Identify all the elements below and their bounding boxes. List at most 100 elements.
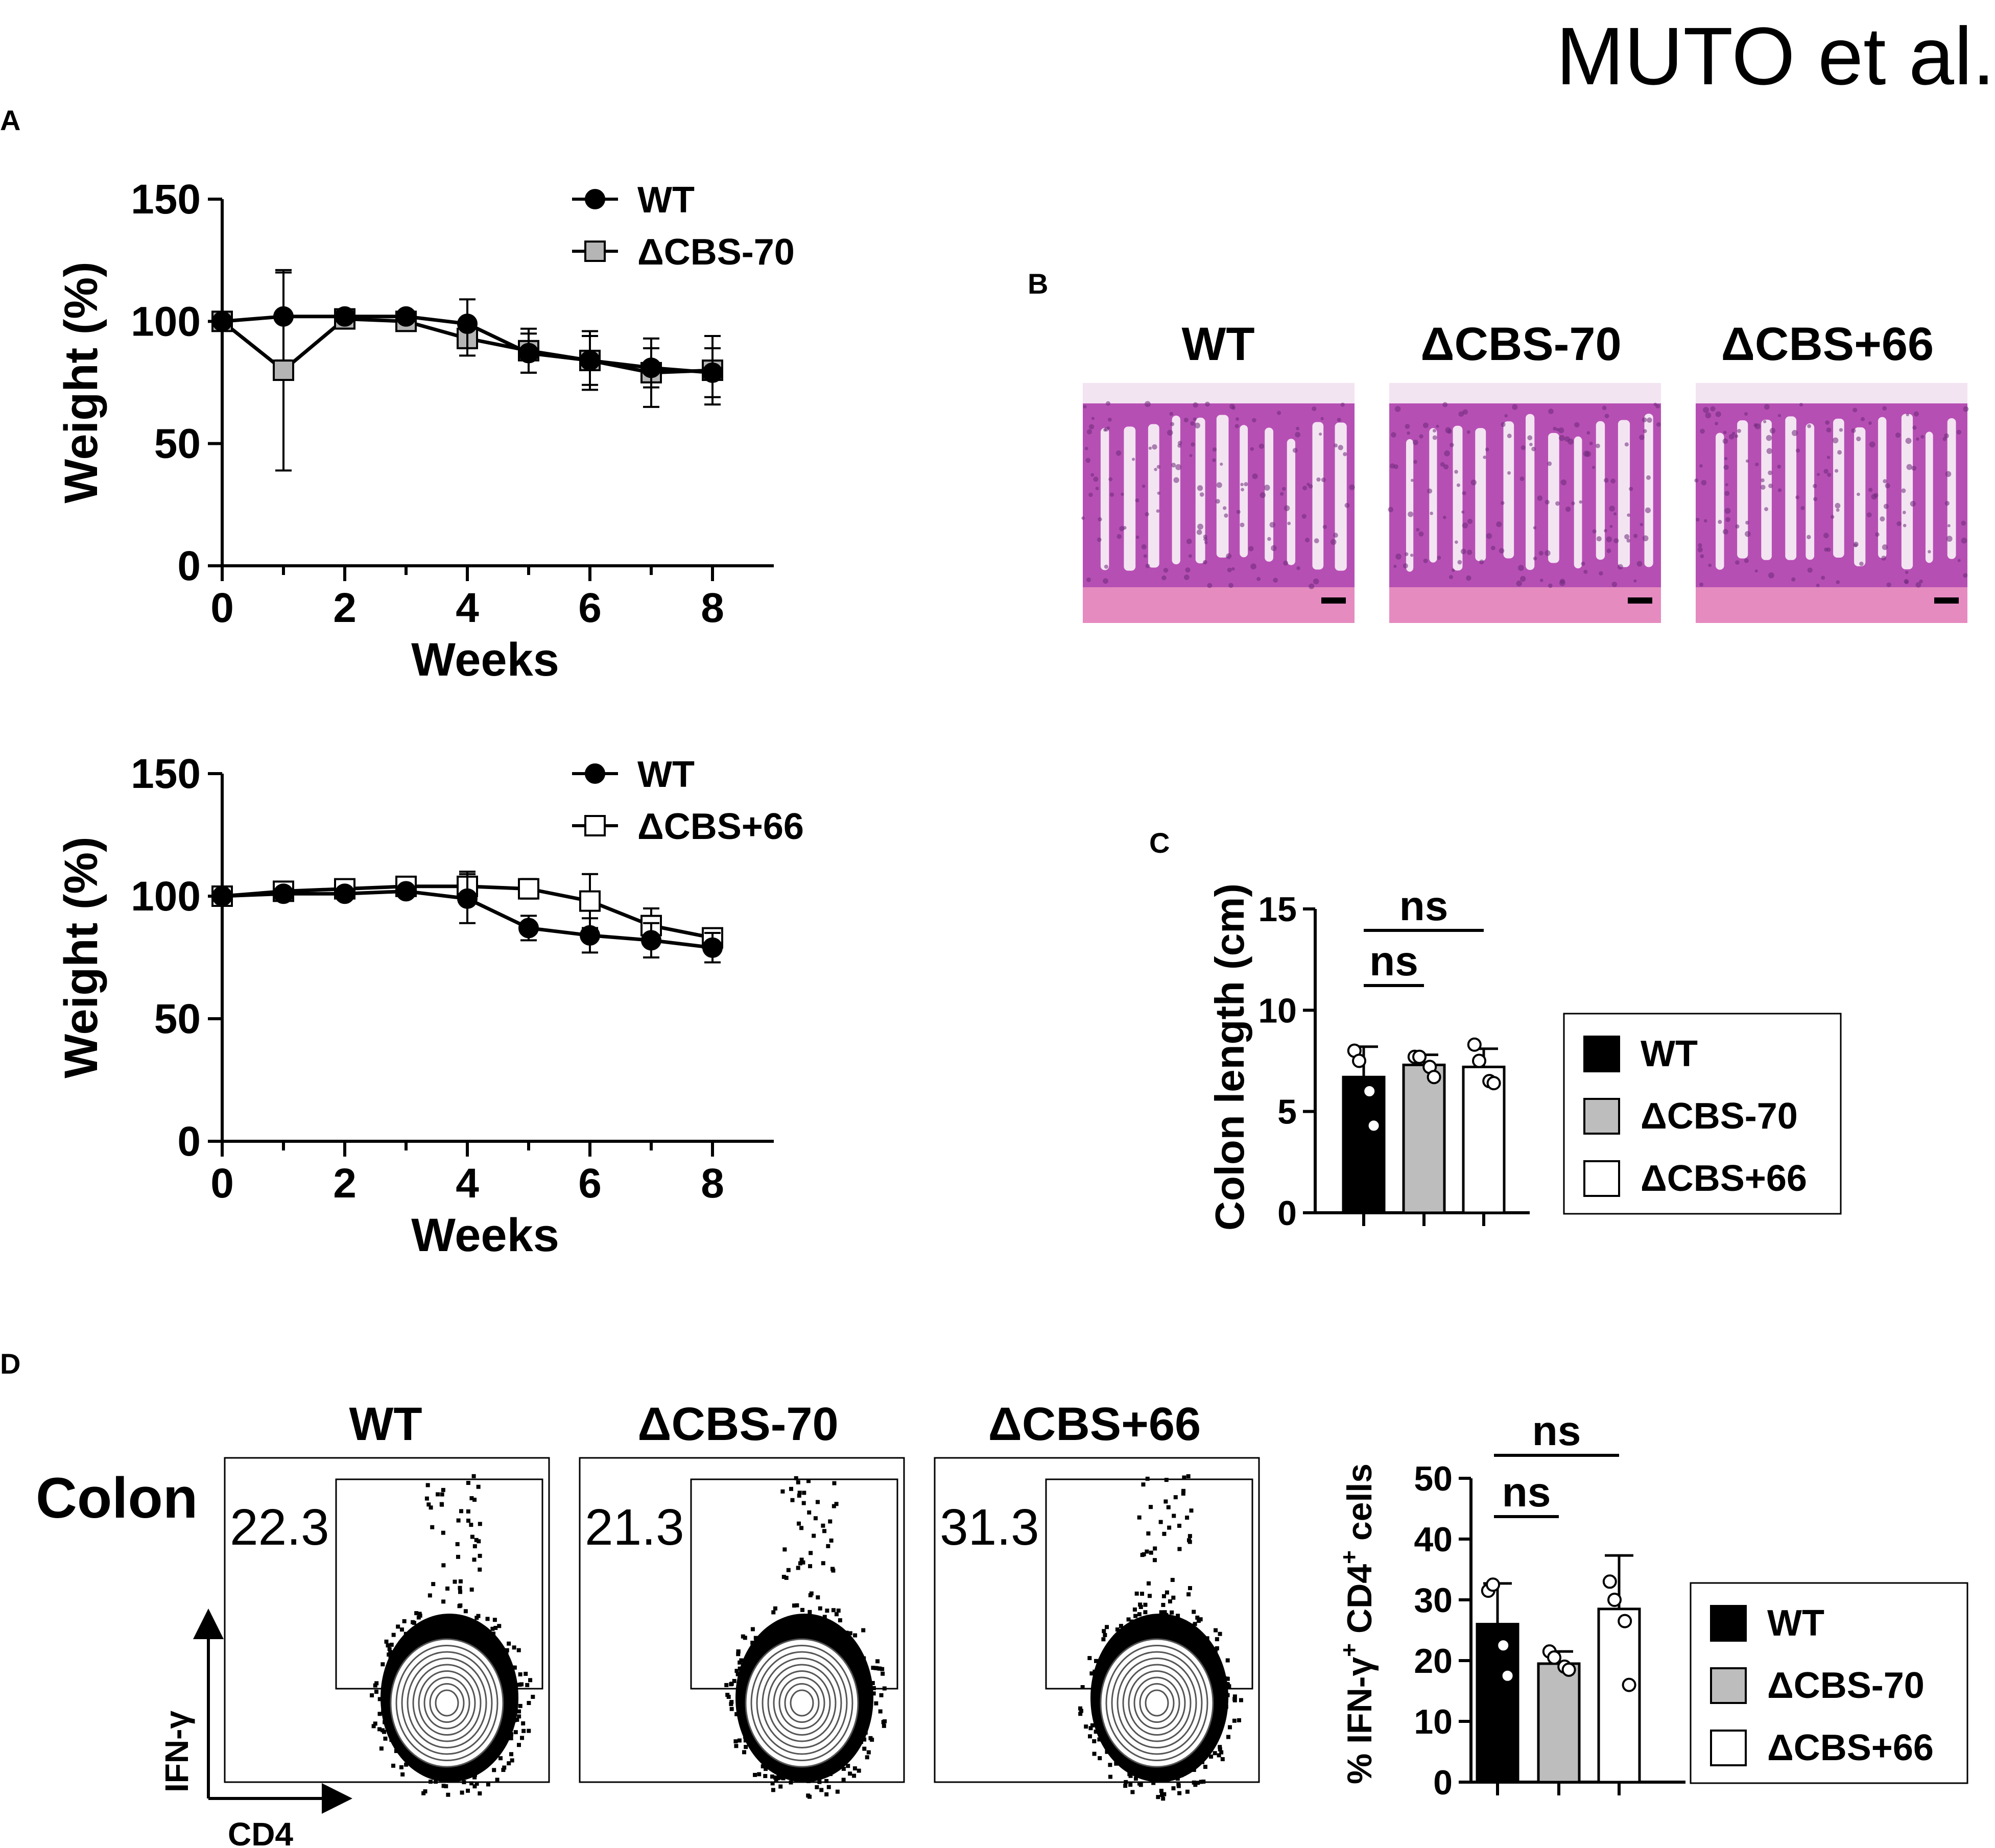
gate-value: 21.3 <box>585 1499 684 1556</box>
y-tick-label: 50 <box>154 421 201 467</box>
event-dot <box>1189 1508 1194 1513</box>
nucleus-dot <box>1442 402 1448 407</box>
event-dot <box>782 1547 787 1552</box>
nucleus-dot <box>1443 464 1449 470</box>
event-dot <box>770 1774 775 1779</box>
nucleus-dot <box>1866 512 1872 518</box>
nucleus-dot <box>1901 488 1906 493</box>
contour <box>756 1651 848 1755</box>
event-dot <box>1162 1531 1167 1536</box>
event-dot <box>789 1486 793 1491</box>
nucleus-dot <box>1145 401 1151 407</box>
event-dot <box>748 1742 752 1747</box>
event-dot <box>851 1650 856 1655</box>
event-dot <box>1192 1610 1196 1614</box>
event-dot <box>739 1721 744 1725</box>
nucleus-dot <box>1807 424 1811 428</box>
event-dot <box>1098 1756 1102 1761</box>
event-dot <box>394 1741 398 1746</box>
event-dot <box>759 1753 764 1757</box>
nucleus-dot <box>1163 567 1169 573</box>
nucleus-dot <box>1655 404 1660 409</box>
event-dot <box>466 1481 470 1485</box>
nucleus-dot <box>1533 556 1537 561</box>
crypt-lumen <box>1785 416 1797 560</box>
event-dot <box>780 1489 785 1494</box>
legend-marker <box>585 763 605 784</box>
contour <box>401 1651 493 1755</box>
event-dot <box>466 1788 470 1793</box>
event-dot <box>1168 1599 1172 1604</box>
nucleus-dot <box>1454 470 1458 474</box>
event-dot <box>388 1650 393 1654</box>
event-dot <box>504 1652 509 1657</box>
histology-title: ΔCBS+66 <box>1721 318 1934 370</box>
nucleus-dot <box>1083 404 1087 409</box>
contour <box>1117 1658 1197 1748</box>
crypt-lumen <box>1475 428 1486 561</box>
event-dot <box>1092 1697 1097 1702</box>
nucleus-dot <box>1821 575 1825 580</box>
crypt-lumen <box>1312 422 1324 570</box>
event-dot <box>821 1523 825 1528</box>
data-point <box>1618 1614 1632 1628</box>
histology-background <box>1083 383 1355 403</box>
event-dot <box>1205 1648 1210 1652</box>
event-dot <box>502 1765 507 1770</box>
legend-label: WT <box>1641 1034 1698 1074</box>
nucleus-dot <box>1226 553 1232 559</box>
event-dot <box>801 1501 806 1505</box>
event-dot <box>771 1610 776 1615</box>
nucleus-dot <box>1456 483 1460 487</box>
crypt-lumen <box>1287 439 1296 565</box>
event-dot <box>1171 1786 1176 1791</box>
event-dot <box>1140 1592 1145 1596</box>
event-dot <box>460 1790 464 1795</box>
y-tick-label: 10 <box>1414 1702 1453 1741</box>
event-dot <box>763 1755 767 1760</box>
data-point <box>702 362 723 383</box>
data-point <box>1622 1677 1636 1692</box>
event-dot <box>501 1768 506 1772</box>
nucleus-dot <box>1560 479 1567 486</box>
event-dot <box>1161 1602 1166 1607</box>
nucleus-dot <box>1470 479 1477 486</box>
x-tick-label: 4 <box>456 1160 479 1207</box>
data-point <box>1547 1650 1562 1665</box>
event-dot <box>794 1476 798 1480</box>
nucleus-dot <box>1627 513 1631 517</box>
contour <box>778 1676 825 1730</box>
contour <box>1128 1670 1186 1736</box>
nucleus-dot <box>1571 501 1575 506</box>
nucleus-dot <box>1837 450 1842 455</box>
nucleus-dot <box>1928 550 1931 554</box>
event-dot <box>739 1713 744 1717</box>
nucleus-dot <box>1084 446 1088 450</box>
event-dot <box>839 1630 843 1635</box>
nucleus-dot <box>1437 556 1441 560</box>
nucleus-dot <box>1896 521 1902 526</box>
nucleus-dot <box>1834 469 1839 473</box>
nucleus-dot <box>1186 538 1192 544</box>
event-dot <box>1128 1765 1133 1769</box>
nucleus-dot <box>1235 417 1239 421</box>
event-dot <box>455 1542 460 1546</box>
nucleus-dot <box>1857 492 1860 496</box>
event-dot <box>781 1575 786 1579</box>
nucleus-dot <box>1442 515 1446 519</box>
event-dot <box>1133 1614 1138 1618</box>
crypt-lumen <box>1618 420 1630 567</box>
nucleus-dot <box>1088 424 1095 429</box>
event-dot <box>866 1750 871 1755</box>
event-dot <box>1138 1602 1143 1607</box>
nucleus-dot <box>1836 580 1840 584</box>
event-dot <box>517 1743 521 1747</box>
nucleus-dot <box>1135 535 1139 539</box>
nucleus-dot <box>1839 428 1843 432</box>
event-dot <box>1226 1735 1230 1739</box>
event-dot <box>430 1525 435 1529</box>
nucleus-dot <box>1883 479 1887 484</box>
event-dot <box>518 1703 522 1708</box>
event-dot <box>443 1615 447 1619</box>
event-dot <box>472 1497 477 1502</box>
